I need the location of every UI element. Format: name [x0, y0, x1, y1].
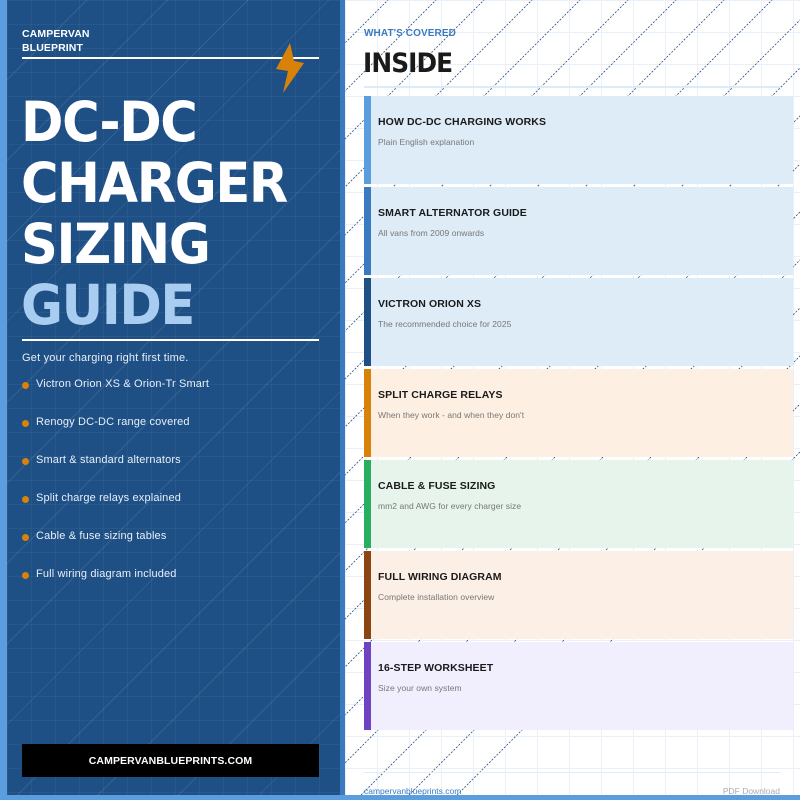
bullet-dot-icon [22, 572, 29, 579]
contents-card[interactable]: 16-STEP WORKSHEET Size your own system [364, 642, 793, 730]
contents-panel: WHAT'S COVERED INSIDE HOW DC-DC CHARGING… [345, 0, 800, 795]
card-subtitle: Plain English explanation [378, 137, 475, 147]
card-subtitle: Complete installation overview [378, 592, 495, 602]
bullet-dot-icon [22, 420, 29, 427]
card-accent-bar [364, 551, 371, 639]
card-accent-bar [364, 278, 371, 366]
bottom-edge-stripe [0, 795, 800, 800]
card-subtitle: The recommended choice for 2025 [378, 319, 512, 329]
guide-title: DC-DC CHARGER SIZING GUIDE [21, 90, 288, 337]
feature-item: Victron Orion XS & Orion-Tr Smart [22, 377, 209, 415]
title-line-1: DC-DC [21, 90, 198, 154]
left-edge-stripe [0, 0, 7, 800]
card-accent-bar [364, 460, 371, 548]
card-subtitle: mm2 and AWG for every charger size [378, 501, 522, 511]
title-line-3: SIZING [21, 212, 211, 276]
card-accent-bar [364, 642, 371, 730]
contents-card[interactable]: VICTRON ORION XS The recommended choice … [364, 278, 793, 366]
contents-list: HOW DC-DC CHARGING WORKS Plain English e… [364, 96, 793, 733]
feature-list: Victron Orion XS & Orion-Tr Smart Renogy… [22, 377, 209, 605]
title-divider [22, 339, 319, 341]
footer-pdf-download-link[interactable]: PDF Download [722, 786, 780, 795]
cover-panel: CAMPERVAN BLUEPRINT DC-DC CHARGER SIZING… [7, 0, 340, 795]
bullet-dot-icon [22, 458, 29, 465]
feature-item: Renogy DC-DC range covered [22, 415, 209, 453]
website-cta-button[interactable]: CAMPERVANBLUEPRINTS.COM [22, 744, 319, 777]
contents-card[interactable]: SPLIT CHARGE RELAYS When they work - and… [364, 369, 793, 457]
card-accent-bar [364, 96, 371, 184]
brand-line-1: CAMPERVAN [22, 28, 90, 40]
feature-item: Smart & standard alternators [22, 453, 209, 491]
bullet-dot-icon [22, 496, 29, 503]
contents-card[interactable]: SMART ALTERNATOR GUIDE All vans from 200… [364, 187, 793, 275]
feature-item: Cable & fuse sizing tables [22, 529, 209, 567]
card-title: CABLE & FUSE SIZING [378, 480, 496, 492]
card-title: HOW DC-DC CHARGING WORKS [378, 116, 547, 128]
feature-item: Split charge relays explained [22, 491, 209, 529]
contents-card[interactable]: CABLE & FUSE SIZING mm2 and AWG for ever… [364, 460, 793, 548]
tagline: Get your charging right first time. [22, 352, 189, 364]
card-title: FULL WIRING DIAGRAM [378, 571, 502, 583]
title-line-2: CHARGER [21, 151, 288, 215]
section-heading: INSIDE [363, 48, 453, 79]
card-accent-bar [364, 369, 371, 457]
contents-card[interactable]: HOW DC-DC CHARGING WORKS Plain English e… [364, 96, 793, 184]
card-title: SMART ALTERNATOR GUIDE [378, 207, 527, 219]
card-accent-bar [364, 187, 371, 275]
feature-item: Full wiring diagram included [22, 567, 209, 605]
contents-card[interactable]: FULL WIRING DIAGRAM Complete installatio… [364, 551, 793, 639]
footer-website-link[interactable]: campervanblueprints.com [364, 786, 462, 795]
brand-logo-text: CAMPERVAN BLUEPRINT [22, 27, 90, 55]
card-title: SPLIT CHARGE RELAYS [378, 389, 503, 401]
brand-line-2: BLUEPRINT [22, 42, 83, 54]
panel-divider-stripe [340, 0, 345, 795]
heading-divider [364, 86, 780, 88]
brand-divider [22, 57, 319, 59]
lightning-bolt-icon [276, 43, 304, 93]
card-subtitle: All vans from 2009 onwards [378, 228, 485, 238]
bullet-dot-icon [22, 382, 29, 389]
card-subtitle: Size your own system [378, 683, 462, 693]
bullet-dot-icon [22, 534, 29, 541]
card-title: 16-STEP WORKSHEET [378, 662, 494, 674]
section-eyebrow: WHAT'S COVERED [364, 28, 456, 39]
card-title: VICTRON ORION XS [378, 298, 482, 310]
card-subtitle: When they work - and when they don't [378, 410, 525, 420]
footer-divider [364, 772, 780, 773]
title-accent-line: GUIDE [21, 273, 195, 337]
